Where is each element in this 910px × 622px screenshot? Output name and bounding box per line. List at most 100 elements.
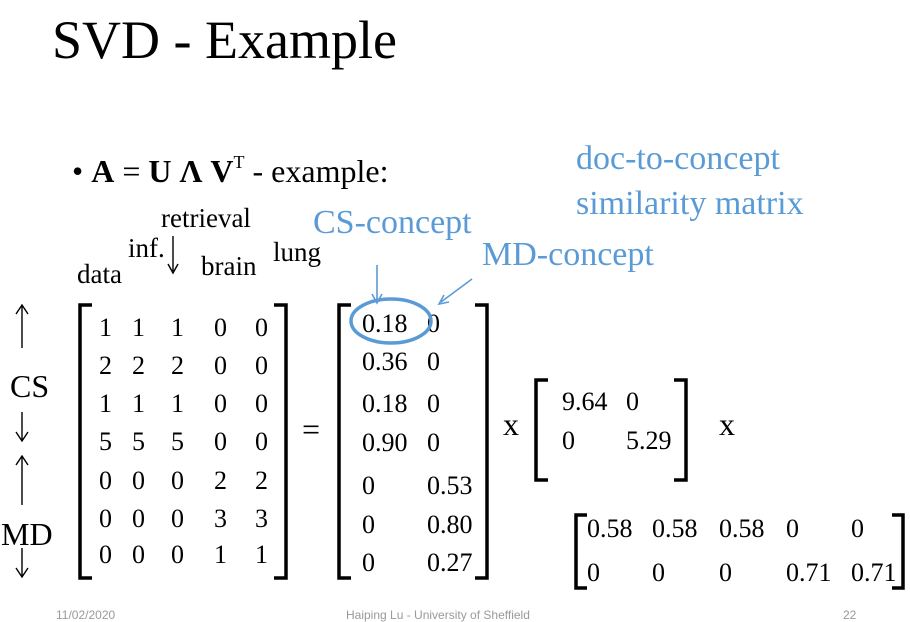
col-header-inf: inf. xyxy=(128,233,165,263)
matrix-VT-cell: 0.71 xyxy=(786,558,832,587)
matrix-U-cell: 0.18 xyxy=(362,389,408,418)
matrix-Lambda-cell: 0 xyxy=(626,387,639,416)
bullet-rest: - example: xyxy=(252,153,389,189)
matrix-VT-left-bracket xyxy=(574,513,587,590)
matrix-A-cell: 1 xyxy=(132,313,145,342)
matrix-A-cell: 0 xyxy=(132,466,145,495)
md-down-arrow xyxy=(15,548,29,579)
matrix-A-left-bracket xyxy=(78,303,92,580)
matrix-U-cell: 0.90 xyxy=(362,428,408,457)
matrix-Lambda-cell: 5.29 xyxy=(626,426,672,455)
retrieval-arrow xyxy=(167,236,179,275)
matrix-A-cell: 1 xyxy=(255,540,268,569)
matrix-U-cell: 0.53 xyxy=(427,471,473,500)
symbol-U: U xyxy=(148,153,172,189)
equals-operator: = xyxy=(302,411,321,447)
matrix-A-cell: 1 xyxy=(99,389,112,418)
matrix-U-cell: 0 xyxy=(362,548,375,577)
col-header-brain: brain xyxy=(201,251,257,281)
matrix-VT-cell: 0.58 xyxy=(587,514,633,543)
matrix-VT-cell: 0.58 xyxy=(652,514,698,543)
matrix-U-left-bracket xyxy=(337,303,351,580)
matrix-VT-cell: 0.58 xyxy=(719,514,765,543)
matrix-A-cell: 0 xyxy=(255,313,268,342)
matrix-U-cell: 0.18 xyxy=(362,309,408,338)
matrix-Lambda-cell: 9.64 xyxy=(562,387,608,416)
matrix-U-cell: 0 xyxy=(362,510,375,539)
matrix-A-cell: 0 xyxy=(214,313,227,342)
cs-concept-arrow xyxy=(371,265,383,305)
cs-concept-circle xyxy=(349,297,433,345)
footer-author: Haiping Lu - University of Sheffield xyxy=(346,608,530,622)
matrix-A-right-bracket xyxy=(274,303,288,580)
matrix-A-cell: 0 xyxy=(171,504,184,533)
matrix-A-cell: 2 xyxy=(132,351,145,380)
matrix-Lambda-right-bracket xyxy=(674,378,688,482)
matrix-A-cell: 0 xyxy=(171,466,184,495)
matrix-A-cell: 0 xyxy=(214,427,227,456)
doc-concept-label-line1: doc-to-concept xyxy=(576,140,780,177)
matrix-A-cell: 5 xyxy=(132,427,145,456)
equals-sign: = xyxy=(122,153,141,189)
md-concept-label: MD-concept xyxy=(482,236,654,273)
matrix-VT-cell: 0 xyxy=(652,558,665,587)
matrix-A-cell: 2 xyxy=(171,351,184,380)
matrix-U-cell: 0.27 xyxy=(427,548,473,577)
matrix-A-cell: 0 xyxy=(132,540,145,569)
matrix-A-cell: 2 xyxy=(99,351,112,380)
matrix-A-cell: 0 xyxy=(214,351,227,380)
matrix-A-cell: 2 xyxy=(214,466,227,495)
md-up-arrow xyxy=(15,454,29,505)
cs-up-arrow xyxy=(15,303,29,348)
row-group-cs: CS xyxy=(10,368,50,404)
matrix-VT-cell: 0 xyxy=(719,558,732,587)
col-header-lung: lung xyxy=(273,237,322,267)
matrix-VT-cell: 0.71 xyxy=(851,558,897,587)
cs-concept-label: CS-concept xyxy=(313,204,472,241)
matrix-A-cell: 0 xyxy=(255,427,268,456)
matrix-VT-cell: 0 xyxy=(786,514,799,543)
matrix-A-cell: 1 xyxy=(214,540,227,569)
col-header-retrieval: retrieval xyxy=(161,203,251,233)
matrix-U-cell: 0 xyxy=(427,389,440,418)
symbol-Lambda: Λ xyxy=(179,153,203,189)
matrix-VT-cell: 0 xyxy=(851,514,864,543)
symbol-V: V xyxy=(210,153,234,189)
matrix-VT-right-bracket xyxy=(892,513,905,590)
matrix-A-cell: 1 xyxy=(132,389,145,418)
matrix-A-cell: 0 xyxy=(214,389,227,418)
matrix-A-cell: 0 xyxy=(99,466,112,495)
matrix-A-cell: 2 xyxy=(255,466,268,495)
matrix-A-cell: 0 xyxy=(132,504,145,533)
col-header-data: data xyxy=(77,259,122,289)
md-concept-arrow xyxy=(437,278,473,306)
times-operator-2: x xyxy=(719,406,735,442)
matrix-U-right-bracket xyxy=(475,303,489,580)
matrix-A-cell: 5 xyxy=(99,427,112,456)
matrix-A-cell: 1 xyxy=(171,313,184,342)
matrix-A-cell: 3 xyxy=(214,504,227,533)
matrix-VT-cell: 0 xyxy=(587,558,600,587)
matrix-U-cell: 0 xyxy=(427,428,440,457)
symbol-A: A xyxy=(91,153,115,189)
matrix-U-cell: 0 xyxy=(427,347,440,376)
matrix-A-cell: 0 xyxy=(255,389,268,418)
cs-down-arrow xyxy=(15,412,29,443)
matrix-A-cell: 1 xyxy=(99,313,112,342)
bullet-glyph: • xyxy=(72,153,84,189)
matrix-U-cell: 0.36 xyxy=(362,347,408,376)
matrix-A-cell: 3 xyxy=(255,504,268,533)
transpose-mark: T xyxy=(233,152,245,172)
matrix-A-cell: 0 xyxy=(255,351,268,380)
footer-date: 11/02/2020 xyxy=(56,608,116,622)
times-operator-1: x xyxy=(503,406,519,442)
matrix-A-cell: 0 xyxy=(99,504,112,533)
bullet-equation: • A = U Λ VT - example: xyxy=(72,142,388,191)
matrix-A-cell: 1 xyxy=(171,389,184,418)
matrix-A-cell: 0 xyxy=(99,540,112,569)
matrix-U-cell: 0.80 xyxy=(427,510,473,539)
matrix-A-cell: 5 xyxy=(171,427,184,456)
matrix-U-cell: 0 xyxy=(362,471,375,500)
matrix-Lambda-left-bracket xyxy=(534,378,548,482)
